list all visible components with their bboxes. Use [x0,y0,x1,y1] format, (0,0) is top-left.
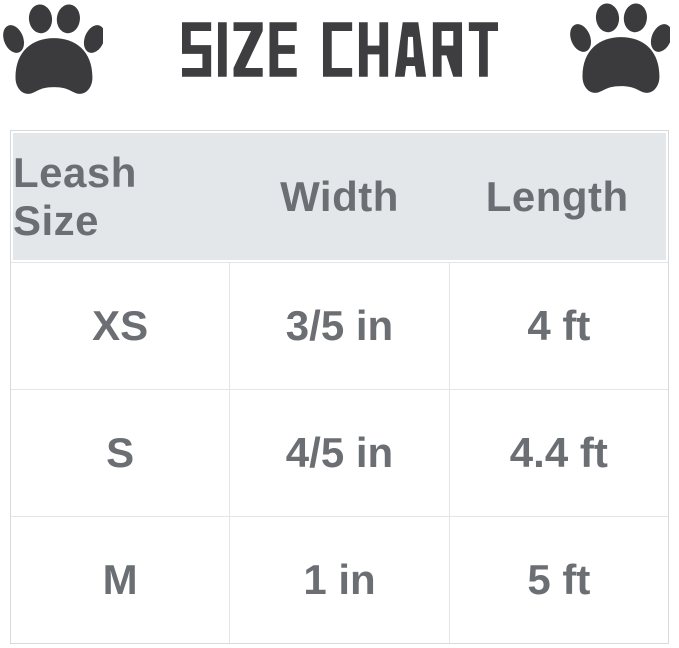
cell-size-xs: XS [92,302,149,349]
column-header-length: Length [485,172,629,220]
table-header-row: Leash Size Width Length [11,131,668,262]
cell-length-s: 4.4 ft [448,390,668,516]
cell-size-s: S [106,429,135,476]
paw-print-icon [3,4,103,94]
cell-width-xs: 3/5 in [229,263,448,389]
cell-width-m: 1 in [229,517,448,643]
title-banner [0,0,679,130]
column-header-leash-size: Leash Size [13,148,137,244]
table-row: S 4/5 in 4.4 ft [11,389,668,516]
cell-width-s: 4/5 in [229,390,448,516]
size-chart-table: Leash Size Width Length XS 3/5 in 4 ft S… [10,130,669,644]
page-title [181,22,498,77]
cell-size-m: M [102,556,138,603]
cell-length-m: 5 ft [448,517,668,643]
title-letters [181,22,498,77]
table-row: XS 3/5 in 4 ft [11,262,668,389]
column-header-width: Width [280,172,399,220]
table-row: M 1 in 5 ft [11,516,668,643]
cell-length-xs: 4 ft [448,263,668,389]
paw-print-icon [570,3,670,93]
